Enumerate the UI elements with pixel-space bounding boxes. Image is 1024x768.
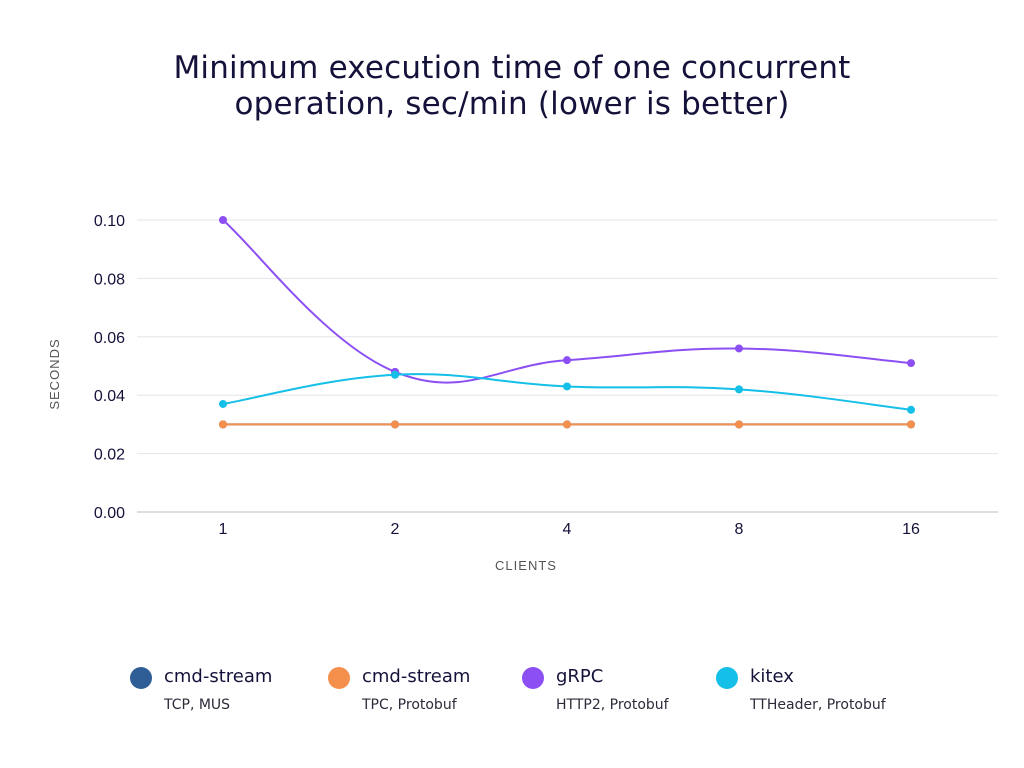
series-line [222,373,912,411]
legend-swatch [716,667,738,689]
x-tick-label: 1 [219,521,228,538]
data-point [907,359,915,368]
x-tick-label: 16 [902,521,920,538]
data-point [735,420,743,429]
legend-sublabel: HTTP2, Protobuf [556,697,669,713]
data-point [391,370,399,379]
y-tick-label: 0.04 [94,388,125,405]
y-tick-label: 0.06 [94,330,125,347]
x-tick-labels: 1 2 4 8 16 [219,521,920,538]
data-point [735,385,743,394]
legend-label: cmd-stream [164,666,273,687]
series-3 [219,216,915,384]
data-point [735,344,743,353]
chart-title-line-2: operation, sec/min (lower is better) [234,86,790,122]
y-tick-label: 0.00 [94,505,125,522]
data-point [563,356,571,365]
legend-swatch [130,667,152,689]
legend-label: gRPC [556,666,604,687]
data-point [563,420,571,429]
data-point [563,382,571,391]
line-chart: 0.000.020.040.060.080.10 1 2 4 8 16 SECONDS … [47,213,998,573]
legend-sublabel: TPC, Protobuf [362,697,457,713]
data-point [219,399,227,408]
x-axis-label: CLIENTS [495,558,557,573]
grid-lines [137,219,998,513]
data-point [219,420,227,429]
x-tick-label: 8 [735,521,744,538]
series-2 [219,420,915,429]
series-4 [219,370,915,414]
data-point [907,420,915,429]
y-tick-label: 0.08 [94,271,125,288]
legend-label: kitex [750,666,794,687]
legend-sublabel: TCP, MUS [164,697,231,713]
legend-swatch [522,667,544,689]
chart-title: Minimum execution time of one concurrent… [0,50,1024,122]
legend: cmd-stream TCP, MUS cmd-stream TPC, Protobu… [0,666,1024,726]
data-point [907,405,915,414]
chart-title-line-1: Minimum execution time of one concurrent [173,50,851,86]
legend-swatch [328,667,350,689]
x-tick-label: 4 [563,521,572,538]
legend-label: cmd-stream [362,666,471,687]
y-tick-label: 0.02 [94,447,125,464]
y-axis-label: SECONDS [47,338,62,409]
x-tick-label: 2 [391,521,400,538]
data-point [391,420,399,429]
data-point [219,216,227,224]
series-lines [219,216,915,429]
y-tick-labels: 0.00 0.02 0.04 0.06 0.08 0.10 [94,213,125,522]
legend-sublabel: TTHeader, Protobuf [750,697,886,713]
y-tick-label: 0.10 [94,213,125,230]
